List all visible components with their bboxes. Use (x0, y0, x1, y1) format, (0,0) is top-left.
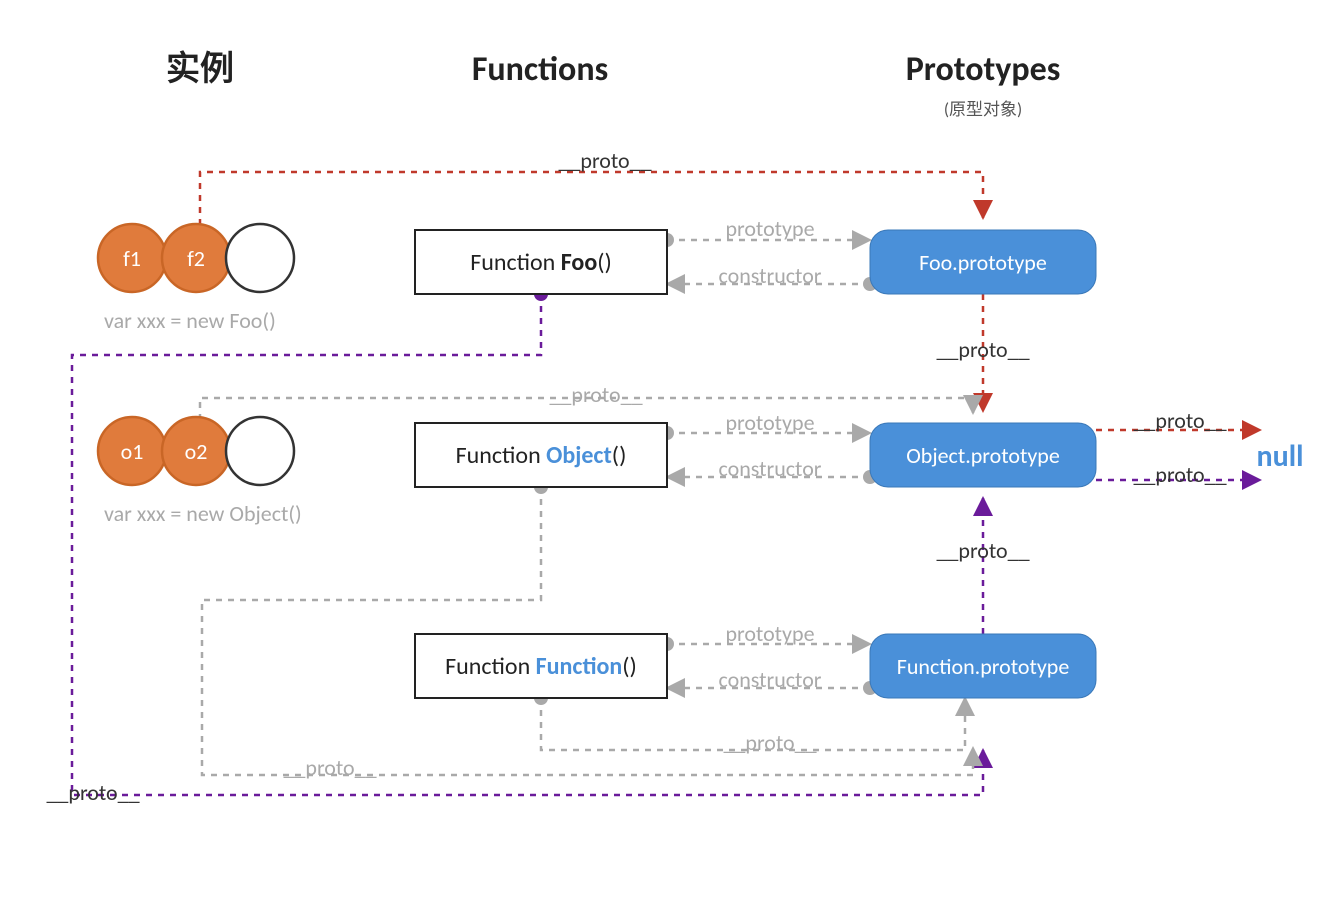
function-label: Function Function() (445, 652, 637, 681)
instance-label: ... (252, 245, 269, 272)
edge-label: prototype (725, 409, 814, 436)
edge-label: constructor (719, 666, 822, 693)
column-title: Prototypes (906, 49, 1061, 90)
edge-label: __proto__ (283, 754, 376, 781)
edge-label: __proto__ (936, 336, 1029, 363)
edge-label: prototype (725, 620, 814, 647)
edge-label: __proto__ (1133, 461, 1226, 488)
prototype-label: Function.prototype (897, 653, 1070, 680)
null-label: null (1257, 438, 1304, 475)
edge-label: __proto__ (558, 147, 651, 174)
edge-label: __proto__ (723, 729, 816, 756)
instance-caption: var xxx = new Object() (104, 500, 302, 527)
edge-label: prototype (725, 215, 814, 242)
edge (200, 172, 983, 225)
function-label: Function Object() (456, 441, 627, 470)
edge-label: __proto__ (936, 537, 1029, 564)
edge-label: __proto__ (549, 381, 642, 408)
edge (202, 487, 973, 775)
function-label: Function Foo() (470, 248, 612, 277)
instance-caption: var xxx = new Foo() (104, 307, 276, 334)
instance-label: f1 (123, 245, 141, 272)
prototype-label: Foo.prototype (919, 249, 1047, 276)
prototype-label: Object.prototype (906, 442, 1060, 469)
column-subtitle: (原型对象) (944, 99, 1022, 120)
instance-label: f2 (187, 245, 205, 272)
instance-label: ... (252, 438, 269, 465)
diagram-canvas: f1 f2... Function Foo() Foo.prototype o1 o2..… (0, 0, 1328, 904)
column-title: Functions (472, 49, 608, 90)
edge-label: constructor (719, 262, 822, 289)
edge (72, 294, 983, 795)
instance-label: o2 (185, 438, 208, 465)
instance-label: o1 (121, 438, 144, 465)
edge-label: __proto__ (1133, 407, 1226, 434)
edge-label: constructor (719, 455, 822, 482)
edge-label: __proto__ (46, 779, 139, 806)
column-title: 实例 (166, 49, 234, 90)
